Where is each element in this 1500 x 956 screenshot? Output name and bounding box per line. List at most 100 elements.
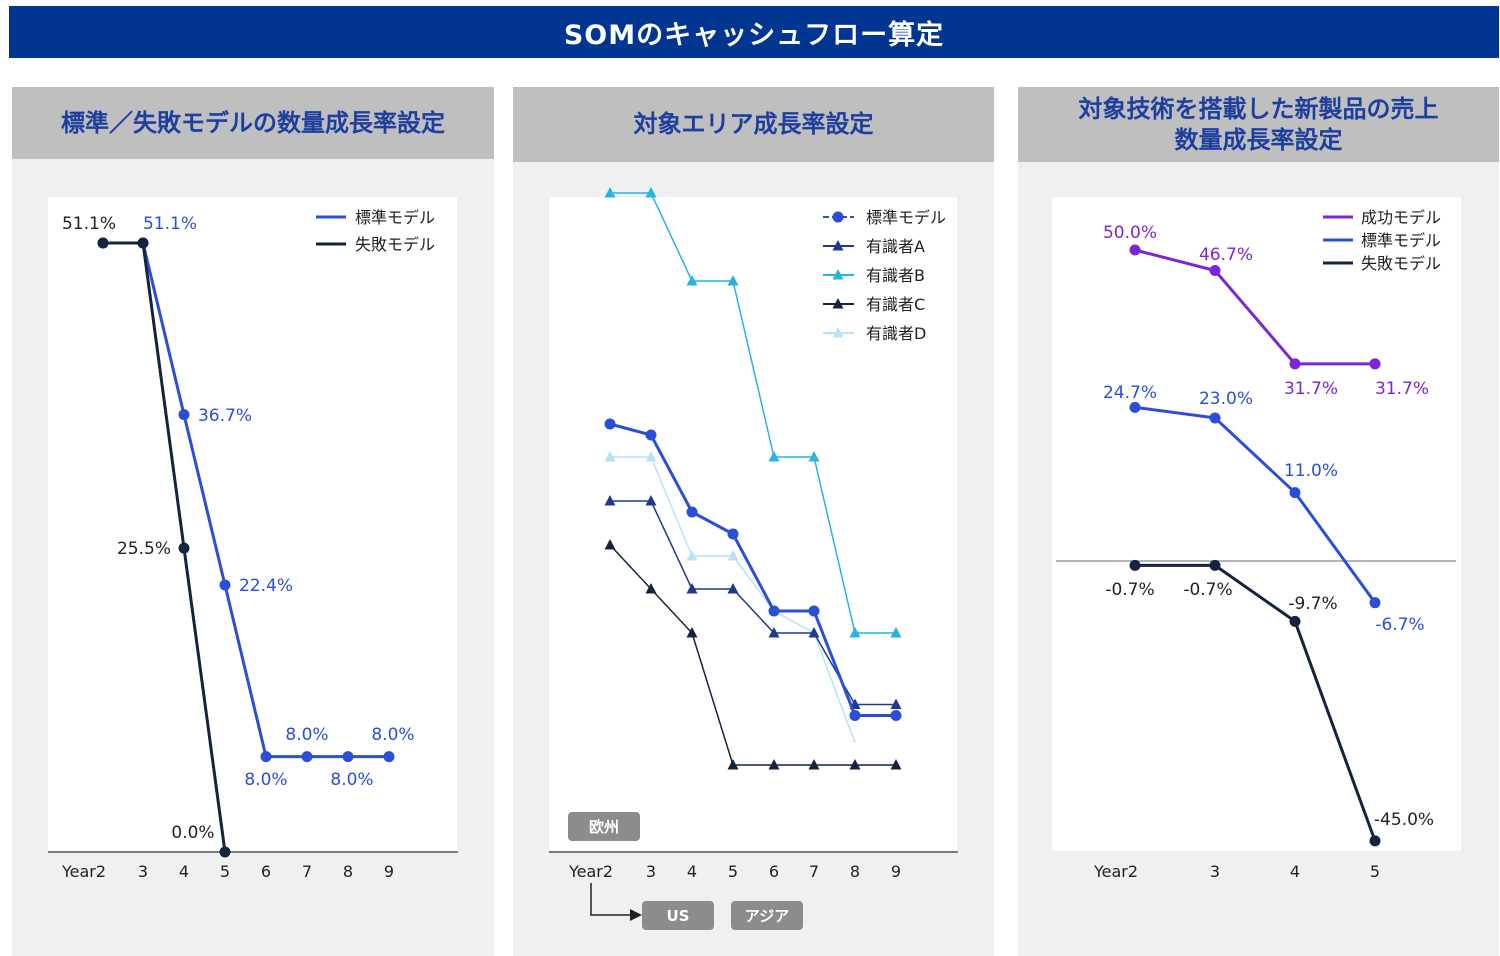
x-tick-label: 9 [384, 862, 394, 881]
data-point [301, 751, 313, 763]
legend-label: 有識者B [866, 266, 925, 285]
series-line [610, 500, 896, 706]
data-point [890, 710, 902, 721]
data-label: 51.1% [143, 214, 197, 234]
series-line [610, 456, 856, 744]
region-tag-asia: アジア [731, 901, 803, 930]
data-point [890, 698, 902, 709]
data-point [645, 583, 657, 594]
data-point [219, 579, 231, 591]
data-point [890, 627, 902, 638]
panel-new-product-growth: 対象技術を搭載した新製品の売上数量成長率設定 [1018, 87, 1499, 956]
panel-title: 対象技術を搭載した新製品の売上数量成長率設定 [1078, 94, 1439, 154]
region-tag-label: アジア [745, 907, 789, 925]
data-point [604, 418, 616, 430]
data-label: -6.7% [1375, 615, 1424, 635]
data-point [808, 605, 820, 617]
x-tick-label: 5 [728, 862, 738, 881]
legend-label: 有識者D [866, 324, 926, 343]
x-tick-label: 6 [769, 862, 779, 881]
data-label: -0.7% [1183, 580, 1232, 600]
data-label: 0.0% [171, 823, 214, 843]
legend-marker [832, 211, 844, 223]
data-point [849, 627, 861, 638]
series-line [609, 544, 896, 766]
data-point [727, 275, 739, 286]
data-label: -45.0% [1374, 810, 1434, 830]
data-label: 8.0% [330, 770, 373, 790]
legend-marker [832, 298, 844, 309]
x-tick-label: 3 [1210, 862, 1220, 881]
x-tick-label: 5 [1370, 862, 1380, 881]
series-line [610, 192, 896, 634]
series-line [1135, 563, 1377, 842]
series-line [103, 241, 389, 759]
data-point [1289, 358, 1301, 370]
data-point [808, 759, 820, 770]
data-label: 8.0% [285, 725, 328, 745]
x-tick-label: 3 [646, 862, 656, 881]
data-label: 31.7% [1375, 379, 1429, 399]
data-label: 8.0% [244, 770, 287, 790]
legend-label: 有識者A [866, 237, 925, 256]
page-banner: SOMのキャッシュフロー算定 [9, 6, 1499, 58]
legend-marker [832, 240, 844, 251]
data-point [645, 451, 657, 462]
panel-title: 標準／失敗モデルの数量成長率設定 [61, 108, 445, 137]
data-point [849, 710, 861, 721]
x-tick-label: Year2 [568, 862, 613, 881]
x-tick-label: 3 [138, 862, 148, 881]
data-label: 51.1% [62, 214, 116, 234]
x-tick-label: 4 [687, 862, 697, 881]
data-point [1369, 835, 1381, 847]
data-point [849, 759, 861, 770]
data-point [178, 542, 190, 554]
data-label: 46.7% [1199, 245, 1253, 265]
arrow-head-icon [630, 909, 642, 921]
data-label: 25.5% [117, 539, 171, 559]
plot-area [48, 197, 457, 851]
data-point [604, 539, 616, 550]
series-line [1134, 405, 1377, 604]
region-tag-us: US [642, 901, 714, 930]
data-point [686, 550, 698, 561]
data-point [686, 627, 698, 638]
data-label: 24.7% [1103, 383, 1157, 403]
data-point [727, 528, 739, 540]
data-point [890, 759, 902, 770]
x-tick-label: 4 [1290, 862, 1300, 881]
x-tick-label: 8 [343, 862, 353, 881]
data-point [1289, 487, 1301, 499]
data-point [604, 451, 616, 462]
data-point [768, 451, 780, 462]
data-label: 22.4% [239, 576, 293, 596]
arrow-connector [590, 883, 632, 916]
data-point [768, 627, 780, 638]
data-point [727, 759, 739, 770]
x-tick-label: 7 [809, 862, 819, 881]
data-label: 50.0% [1103, 223, 1157, 243]
data-point [137, 237, 149, 249]
panel-area-growth: 対象エリア成長率設定 [513, 87, 994, 956]
data-label: 36.7% [198, 406, 252, 426]
data-point [383, 751, 395, 763]
x-tick-label: Year2 [1093, 862, 1138, 881]
data-point [1369, 358, 1381, 370]
data-label: 31.7% [1284, 379, 1338, 399]
x-tick-label: 9 [891, 862, 901, 881]
legend-marker [832, 269, 844, 280]
data-point [1209, 265, 1221, 277]
data-point [1209, 559, 1221, 571]
series-line [1134, 248, 1375, 366]
data-point [686, 583, 698, 594]
legend-marker [832, 327, 844, 338]
region-tag-label: 欧州 [589, 818, 619, 836]
data-point [1369, 597, 1381, 609]
region-tag-label: US [667, 907, 690, 925]
data-point [1129, 401, 1141, 413]
region-tag-europe: 欧州 [568, 812, 640, 841]
data-point [1209, 412, 1221, 424]
data-point [178, 409, 190, 421]
data-label: -9.7% [1288, 594, 1337, 614]
